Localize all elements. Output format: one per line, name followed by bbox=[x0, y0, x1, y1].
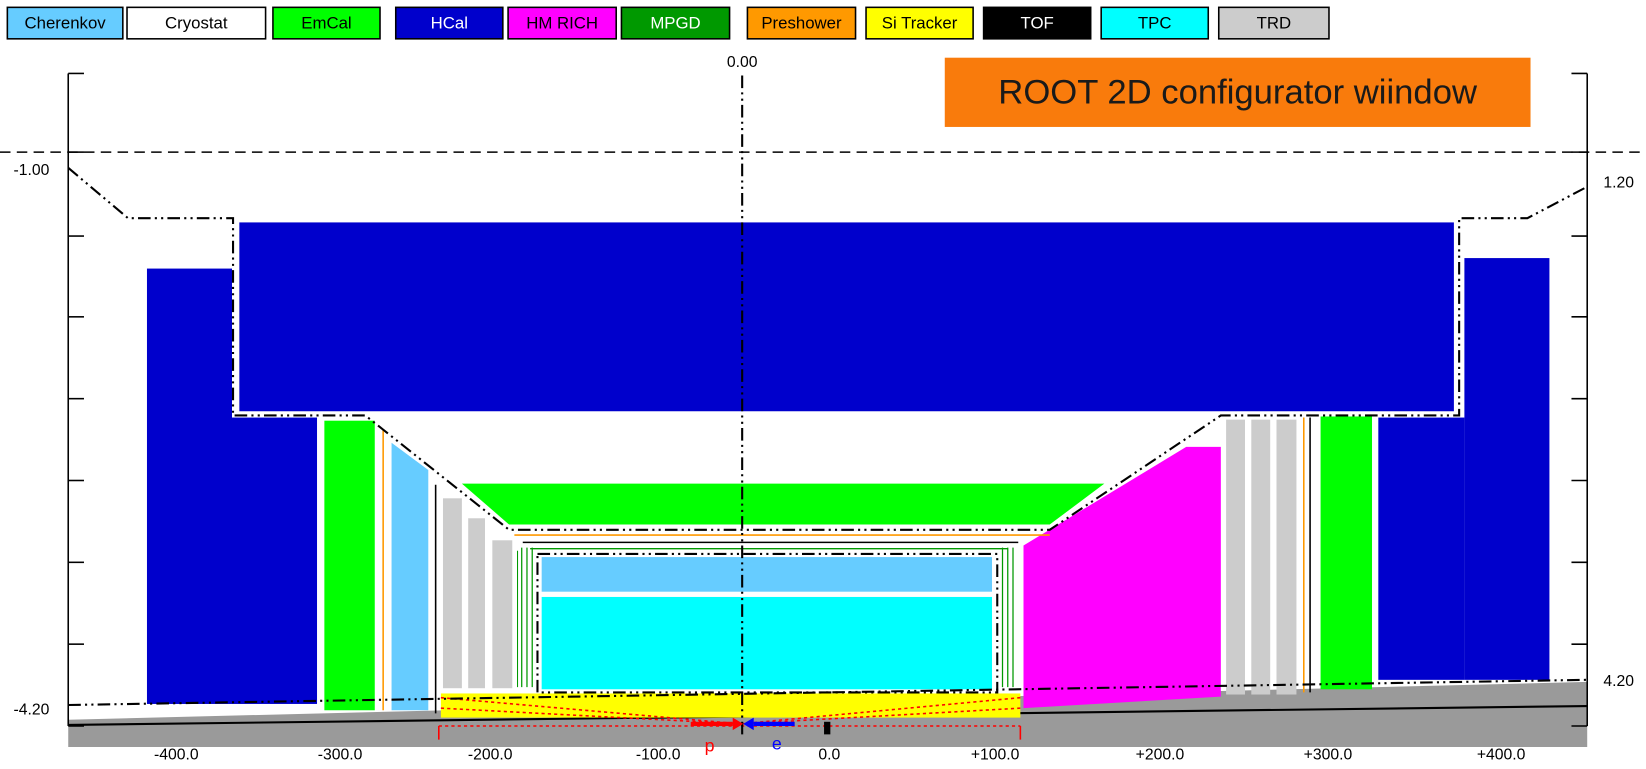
trd bbox=[442, 419, 1297, 695]
x-label: +300.0 bbox=[1304, 747, 1353, 764]
x-label: -200.0 bbox=[468, 747, 513, 764]
left-label: -1.00 bbox=[14, 162, 50, 179]
x-label: -100.0 bbox=[636, 747, 681, 764]
electron-arrow bbox=[743, 717, 754, 731]
legend-item[interactable]: Cherenkov bbox=[6, 6, 124, 40]
legend-swatch bbox=[394, 6, 504, 40]
legend-swatch bbox=[620, 6, 731, 40]
legend-item[interactable]: TRD bbox=[1217, 6, 1330, 40]
top-label: 0.00 bbox=[727, 54, 758, 71]
tpc bbox=[541, 596, 993, 690]
legend-item[interactable]: TPC bbox=[1100, 6, 1210, 40]
legend-item[interactable]: HM RICH bbox=[507, 6, 617, 40]
legend-swatch bbox=[507, 6, 617, 40]
left-label: -4.20 bbox=[14, 701, 50, 718]
legend-label: TRD bbox=[1257, 14, 1292, 33]
proton-arrow bbox=[732, 717, 744, 731]
cryostat-outline bbox=[67, 167, 1588, 531]
annotation-box bbox=[944, 57, 1531, 127]
thin-layers bbox=[382, 417, 1311, 714]
x-labels: -400.0 -300.0 -200.0 -100.0 0.0 +100.0 +200.0 +… bbox=[154, 747, 1526, 764]
annotation: ROOT 2D configurator wiindow bbox=[998, 74, 1478, 112]
legend-label: MPGD bbox=[650, 14, 700, 33]
x-label: -400.0 bbox=[154, 747, 199, 764]
legend-label: TOF bbox=[1021, 14, 1054, 33]
inner-box bbox=[536, 552, 999, 694]
electron-label: e bbox=[772, 734, 782, 754]
legend-item[interactable]: MPGD bbox=[620, 6, 731, 40]
legend-label: Preshower bbox=[761, 14, 842, 33]
cherenkov bbox=[391, 442, 993, 711]
emcal bbox=[324, 416, 1373, 711]
legend-label: Cryostat bbox=[165, 14, 228, 33]
x-label: -300.0 bbox=[318, 747, 363, 764]
legend-item[interactable]: HCal bbox=[394, 6, 504, 40]
ip-marker bbox=[824, 721, 831, 735]
legend: Cherenkov Cryostat EmCal HCal HM RICH MPGD Pre… bbox=[6, 6, 1330, 40]
legend-swatch bbox=[746, 6, 857, 40]
legend-swatch bbox=[1100, 6, 1210, 40]
legend-label: EmCal bbox=[301, 14, 351, 33]
legend-swatch bbox=[6, 6, 124, 40]
legend-label: HM RICH bbox=[526, 14, 598, 33]
x-label: +400.0 bbox=[1477, 747, 1526, 764]
frame bbox=[67, 72, 1589, 727]
legend-swatch bbox=[865, 6, 974, 40]
legend-item[interactable]: Cryostat bbox=[126, 6, 267, 40]
legend-label: Si Tracker bbox=[882, 14, 958, 33]
right-label: 4.20 bbox=[1603, 673, 1634, 690]
legend-swatch bbox=[126, 6, 267, 40]
x-label: +100.0 bbox=[971, 747, 1020, 764]
proton-label: p bbox=[705, 736, 715, 756]
legend-label: Cherenkov bbox=[24, 14, 106, 33]
legend-item[interactable]: EmCal bbox=[272, 6, 381, 40]
hm-rich bbox=[1023, 446, 1221, 709]
legend-label: HCal bbox=[431, 14, 468, 33]
x-label: +200.0 bbox=[1136, 747, 1185, 764]
hcal bbox=[146, 222, 1550, 704]
legend-swatch bbox=[982, 6, 1092, 40]
x-label: 0.0 bbox=[818, 747, 840, 764]
legend-swatch bbox=[272, 6, 381, 40]
legend-swatch bbox=[1217, 6, 1330, 40]
legend-item[interactable]: TOF bbox=[982, 6, 1092, 40]
legend-label: TPC bbox=[1138, 14, 1172, 33]
legend-item[interactable]: Preshower bbox=[746, 6, 857, 40]
legend-item[interactable]: Si Tracker bbox=[865, 6, 974, 40]
right-label: 1.20 bbox=[1603, 175, 1634, 192]
